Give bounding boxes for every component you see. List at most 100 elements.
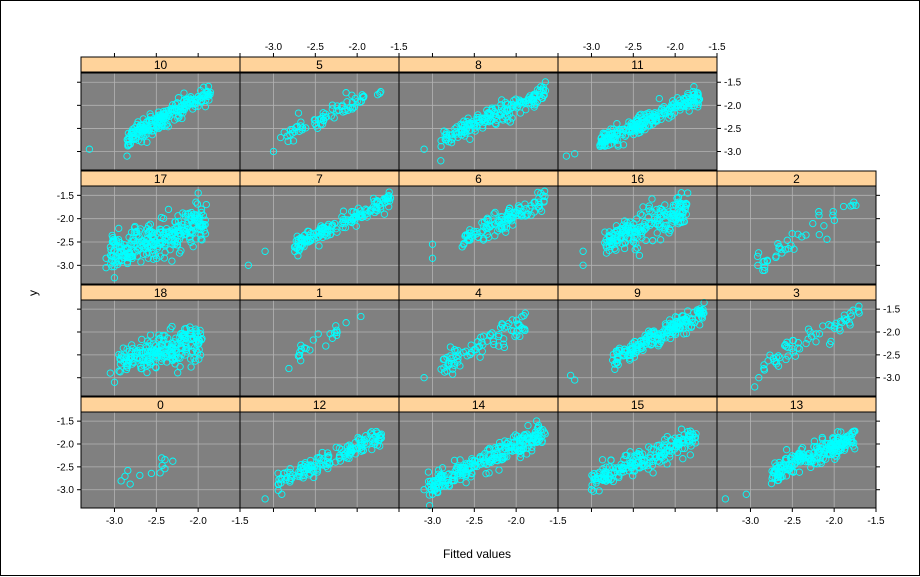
data-point — [803, 451, 812, 459]
data-point — [614, 472, 622, 480]
data-point — [668, 436, 676, 444]
data-point — [179, 103, 187, 112]
data-point — [698, 314, 707, 322]
data-point — [686, 439, 694, 447]
data-point — [673, 102, 681, 110]
data-point — [503, 100, 512, 109]
data-point — [356, 439, 365, 447]
data-point — [700, 298, 708, 307]
data-point — [291, 247, 299, 256]
data-point — [326, 330, 334, 338]
data-point — [201, 230, 210, 238]
data-point — [173, 238, 182, 246]
data-point — [186, 323, 194, 331]
data-point — [648, 195, 656, 203]
data-point — [807, 463, 815, 472]
data-point — [620, 455, 628, 463]
data-point — [504, 116, 512, 124]
data-point — [512, 316, 521, 324]
data-point — [363, 213, 371, 221]
data-point — [656, 204, 664, 213]
panel-15: 15 — [557, 396, 718, 509]
panel-border-13 — [716, 411, 877, 509]
data-point — [307, 461, 315, 469]
data-point — [186, 235, 194, 243]
data-point — [617, 234, 625, 243]
x-tick-label: -1.5 — [549, 516, 567, 527]
data-point — [562, 152, 571, 160]
data-point — [778, 473, 786, 481]
data-point — [537, 189, 545, 197]
y-tick-label: -2.5 — [724, 124, 742, 135]
data-point — [177, 232, 185, 240]
data-point — [519, 208, 527, 216]
data-point — [485, 118, 493, 126]
data-point — [109, 237, 118, 245]
data-point — [286, 478, 294, 486]
data-point — [371, 438, 379, 446]
data-point — [168, 257, 176, 265]
data-point — [332, 107, 341, 115]
data-point — [121, 244, 130, 252]
data-point — [784, 352, 792, 360]
data-point — [606, 242, 614, 250]
data-point — [696, 307, 705, 316]
data-point — [294, 109, 303, 117]
data-point — [446, 352, 454, 360]
data-point — [503, 453, 511, 461]
data-point — [453, 463, 461, 471]
data-point — [469, 459, 477, 468]
data-point — [509, 433, 518, 441]
data-point — [448, 370, 457, 378]
data-point — [197, 235, 205, 243]
x-tick-label: -2.0 — [349, 42, 367, 53]
data-point — [605, 231, 613, 240]
data-point — [772, 353, 781, 362]
data-point — [600, 475, 609, 483]
data-point — [187, 95, 196, 104]
data-point — [511, 332, 519, 341]
data-point — [269, 147, 278, 156]
data-point — [155, 115, 164, 123]
data-point — [348, 218, 356, 227]
data-point — [189, 243, 197, 251]
data-point — [640, 123, 648, 132]
data-point — [491, 208, 499, 217]
data-point — [145, 227, 153, 236]
data-point — [424, 468, 433, 476]
data-point — [347, 448, 356, 457]
data-point — [775, 244, 783, 252]
data-point — [833, 447, 841, 455]
x-tick-label: -2.5 — [307, 42, 325, 53]
data-point — [131, 222, 139, 231]
data-point — [428, 490, 437, 498]
data-point — [655, 222, 664, 231]
y-tick-label: -2.0 — [883, 328, 901, 339]
strip-label-14: 14 — [472, 398, 486, 412]
data-point — [849, 201, 857, 209]
data-point — [621, 238, 629, 246]
data-point — [833, 449, 841, 458]
data-point — [338, 213, 346, 221]
data-point — [773, 473, 781, 482]
data-point — [468, 455, 476, 463]
data-point — [442, 136, 450, 144]
data-point — [456, 456, 464, 464]
data-point — [495, 330, 503, 339]
panel-9: 9 — [557, 284, 718, 397]
y-tick-label: -3.0 — [57, 485, 75, 496]
data-point — [128, 353, 136, 361]
data-point — [181, 351, 189, 359]
data-point — [516, 453, 525, 462]
data-point — [639, 203, 647, 211]
data-point — [635, 251, 644, 260]
data-point — [669, 103, 677, 112]
data-point — [385, 203, 393, 211]
data-point — [632, 239, 640, 248]
data-point — [647, 219, 655, 228]
x-tick-label: -1.5 — [390, 42, 408, 53]
data-point — [635, 450, 644, 459]
data-point — [324, 449, 332, 457]
data-point — [674, 319, 682, 327]
